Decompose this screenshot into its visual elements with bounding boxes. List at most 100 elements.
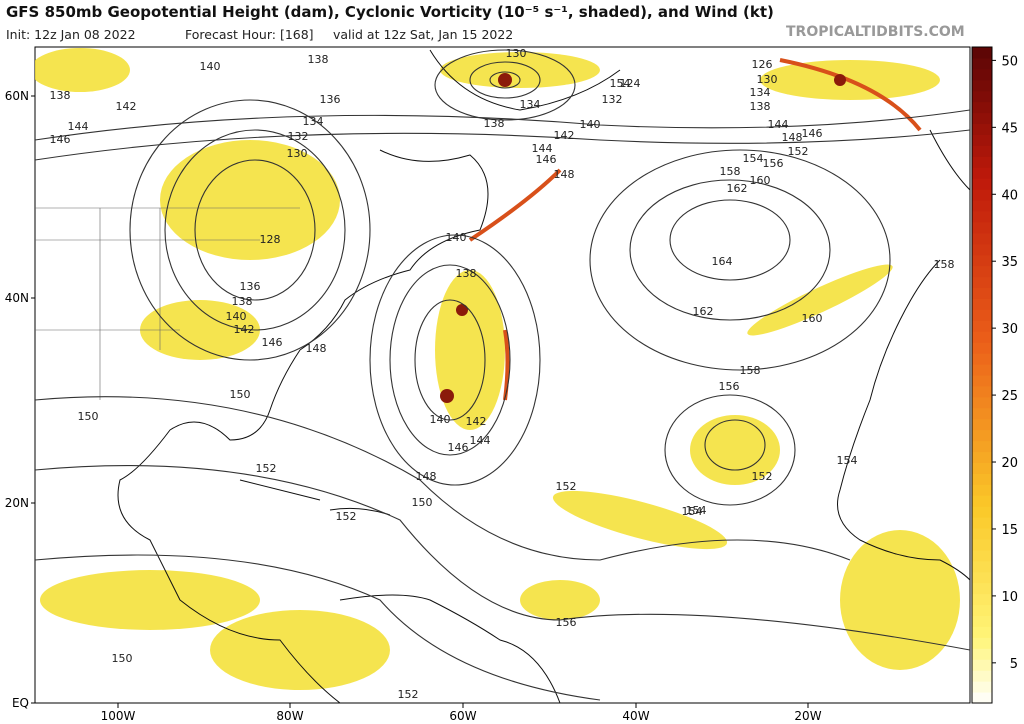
vorticity-shading (35, 48, 960, 690)
lat-label: EQ (12, 696, 29, 710)
contour-label: 160 (750, 174, 771, 187)
contour-label: 154 (610, 77, 631, 90)
colorbar-tick-label: 5 (1010, 657, 1018, 672)
colorbar-cell (972, 47, 992, 59)
colorbar-cell (972, 549, 992, 562)
colorbar-cell (972, 429, 992, 442)
colorbar-cell (972, 254, 992, 267)
contour-label: 132 (602, 93, 623, 106)
contour-label: 142 (116, 100, 137, 113)
contour-label: 138 (308, 53, 329, 66)
contour-label: 138 (232, 295, 253, 308)
lat-label: 40N (5, 291, 29, 305)
contour-label: 140 (430, 413, 451, 426)
colorbar-cell (972, 396, 992, 409)
colorbar: 5 10 15 20 25 30 35 40 45 50 (971, 46, 1018, 704)
contour-label: 152 (398, 688, 419, 701)
contour-label: 146 (536, 153, 557, 166)
lon-label: 100W (101, 709, 136, 723)
colorbar-tick-label: 10 (1001, 590, 1018, 605)
contour-label: 150 (412, 496, 433, 509)
contour-label: 126 (752, 58, 773, 71)
lon-label: 20W (794, 709, 821, 723)
contour-label: 140 (226, 310, 247, 323)
contour-label: 152 (336, 510, 357, 523)
colorbar-cell (972, 364, 992, 376)
colorbar-cell (972, 418, 992, 431)
contour-label: 152 (788, 145, 809, 158)
contour-label: 154 (686, 504, 707, 517)
contour-label: 146 (448, 441, 469, 454)
contour-label: 148 (782, 131, 803, 144)
contour-label: 148 (306, 342, 327, 355)
colorbar-cell (972, 681, 992, 693)
colorbar-cell (972, 342, 992, 354)
lon-label: 80W (276, 709, 303, 723)
colorbar-cell (972, 385, 992, 398)
forecast-hour: Forecast Hour: [168] (185, 27, 314, 42)
colorbar-cell (972, 287, 992, 299)
colorbar-cell (972, 57, 992, 70)
contour-label: 140 (200, 60, 221, 73)
contour-label: 150 (230, 388, 251, 401)
contour-label: 140 (580, 118, 601, 131)
contour-label: 124 (620, 77, 641, 90)
colorbar-cell (972, 276, 992, 289)
contour-label: 144 (470, 434, 491, 447)
init: Init: 12z Jan 08 2022 (6, 27, 136, 42)
valid-time: valid at 12z Sat, Jan 15 2022 (333, 27, 514, 42)
contour-label: 132 (288, 130, 309, 143)
colorbar-cell (972, 506, 992, 518)
colorbar-cell (972, 528, 992, 540)
colorbar-cell (972, 560, 992, 573)
colorbar-cell (972, 626, 992, 638)
contour-label: 144 (768, 118, 789, 131)
contour-label: 158 (720, 165, 741, 178)
contour-label: 160 (802, 312, 823, 325)
contour-label: 144 (68, 120, 89, 133)
colorbar-cell (972, 298, 992, 310)
contour-label: 150 (78, 410, 99, 423)
colorbar-cell (972, 451, 992, 463)
contour-label: 146 (802, 127, 823, 140)
colorbar-cell (972, 615, 992, 627)
colorbar-cell (972, 670, 992, 682)
contour-label: 146 (50, 133, 71, 146)
contour-labels: 1401381381421441461361341321301281361381… (50, 47, 955, 701)
colorbar-cell (972, 123, 992, 135)
contour-label: 156 (556, 616, 577, 629)
contour-label: 134 (303, 115, 324, 128)
contour-label: 134 (520, 98, 541, 111)
colorbar-cell (972, 462, 992, 474)
height-contours (35, 49, 970, 701)
contour-label: 128 (260, 233, 281, 246)
colorbar-tick-label: 50 (1001, 54, 1018, 69)
colorbar-cell (972, 659, 992, 671)
contour-label: 130 (757, 73, 778, 86)
contour-label: 152 (256, 462, 277, 475)
map-content (35, 48, 970, 703)
colorbar-cell (972, 604, 992, 617)
colorbar-tick-label: 35 (1001, 255, 1018, 270)
colorbar-tick-label: 15 (1001, 523, 1018, 538)
colorbar-cell (972, 484, 992, 496)
contour-label: 136 (320, 93, 341, 106)
contour-label: 152 (752, 470, 773, 483)
colorbar-cell (972, 692, 992, 704)
contour-label: 156 (719, 380, 740, 393)
contour-label: 140 (446, 231, 467, 244)
colorbar-cell (972, 473, 992, 485)
contour-label: 152 (556, 480, 577, 493)
colorbar-cell (972, 221, 992, 234)
contour-label: 144 (532, 142, 553, 155)
colorbar-cell (972, 593, 992, 606)
map-axes: 60N 40N 20N EQ 100W 80W 60W 40W 20W (5, 89, 822, 723)
contour-label: 158 (934, 258, 955, 271)
colorbar-cell (972, 167, 992, 179)
lat-label: 20N (5, 496, 29, 510)
coastlines (117, 49, 970, 703)
title: GFS 850mb Geopotential Height (dam), Cyc… (6, 3, 774, 21)
colorbar-tick-label: 30 (1001, 322, 1018, 337)
colorbar-cell (972, 178, 992, 190)
